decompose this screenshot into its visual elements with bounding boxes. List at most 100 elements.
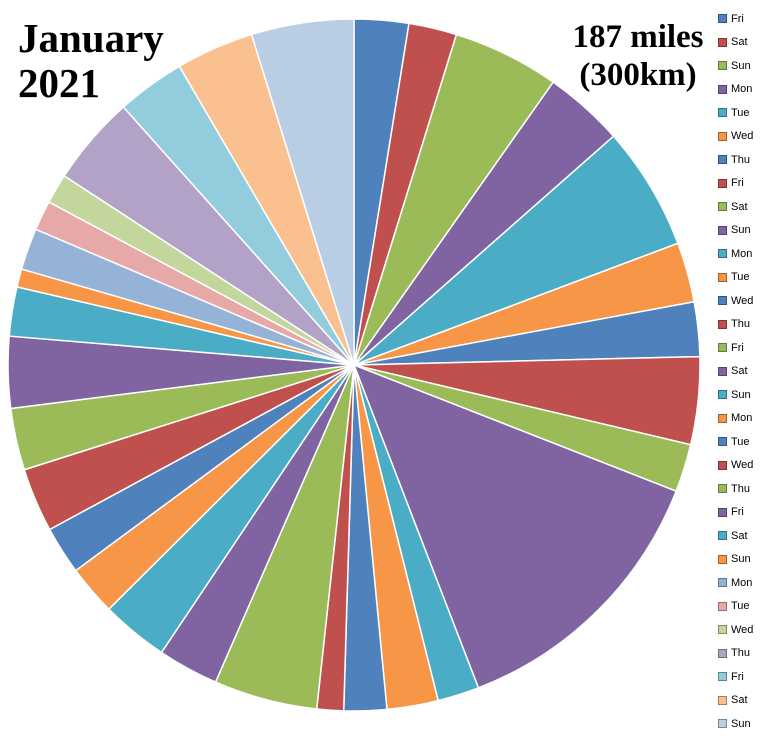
legend-item-24: Sun [718,548,753,572]
legend-swatch [718,272,727,282]
legend-label: Thu [731,318,750,331]
legend-item-27: Wed [718,618,753,642]
legend-swatch [718,108,727,118]
legend-swatch [718,131,727,141]
legend-swatch [718,366,727,376]
chart-title: January 2021 [18,16,164,106]
legend-item-5: Tue [718,101,753,125]
legend-label: Sat [731,365,748,378]
legend-label: Mon [731,576,753,589]
legend-swatch [718,296,727,306]
legend-item-16: Sat [718,360,753,384]
legend-label: Fri [731,506,744,519]
legend-label: Sun [731,717,751,730]
legend-item-10: Sun [718,219,753,243]
legend-label: Fri [731,670,744,683]
legend-swatch [718,225,727,235]
legend-label: Thu [731,647,750,660]
legend-swatch [718,390,727,400]
legend-item-21: Thu [718,477,753,501]
legend-label: Wed [731,623,754,636]
legend-item-9: Sat [718,195,753,219]
legend-item-4: Mon [718,78,753,102]
legend-label: Wed [731,130,754,143]
legend-swatch [718,61,727,71]
legend-item-22: Fri [718,501,753,525]
legend-item-13: Wed [718,289,753,313]
legend-item-18: Mon [718,407,753,431]
legend-item-15: Fri [718,336,753,360]
legend-label: Sat [731,200,748,213]
legend-item-25: Mon [718,571,753,595]
legend-label: Tue [731,435,750,448]
legend-label: Fri [731,12,744,25]
legend-item-23: Sat [718,524,753,548]
legend-item-7: Thu [718,148,753,172]
legend-swatch [718,37,727,47]
legend-label: Sun [731,388,751,401]
legend-swatch [718,249,727,259]
legend-label: Thu [731,153,750,166]
legend-item-29: Fri [718,665,753,689]
legend-swatch [718,672,727,682]
legend-item-28: Thu [718,642,753,666]
legend-label: Tue [731,106,750,119]
legend-label: Sun [731,59,751,72]
legend-swatch [718,460,727,470]
chart-title-line-year: 2021 [18,60,100,106]
chart-title-line-month: January [18,15,164,61]
legend-swatch [718,413,727,423]
legend-swatch [718,507,727,517]
legend-label: Sat [731,529,748,542]
chart-subtitle: 187 miles (300km) [568,18,708,94]
legend-swatch [718,343,727,353]
legend-label: Wed [731,294,754,307]
legend-label: Sat [731,36,748,49]
legend-swatch [718,531,727,541]
legend-swatch [718,155,727,165]
legend-swatch [718,578,727,588]
legend-label: Fri [731,177,744,190]
legend-swatch [718,202,727,212]
legend-item-14: Thu [718,313,753,337]
legend-swatch [718,178,727,188]
legend-item-2: Sat [718,31,753,55]
pie-slice-31-sun [250,18,355,366]
legend-label: Tue [731,600,750,613]
legend-item-17: Sun [718,383,753,407]
legend-item-11: Mon [718,242,753,266]
legend-swatch [718,554,727,564]
legend-label: Fri [731,341,744,354]
legend-label: Mon [731,247,753,260]
legend-item-12: Tue [718,266,753,290]
legend-item-19: Tue [718,430,753,454]
legend-item-20: Wed [718,454,753,478]
legend-item-1: Fri [718,7,753,31]
legend-item-8: Fri [718,172,753,196]
legend-swatch [718,484,727,494]
legend-item-26: Tue [718,595,753,619]
distance-miles: 187 miles [572,19,704,55]
legend-swatch [718,437,727,447]
legend-swatch [718,719,727,729]
legend-swatch [718,695,727,705]
legend-swatch [718,601,727,611]
legend-label: Mon [731,412,753,425]
legend-item-6: Wed [718,125,753,149]
legend-label: Sat [731,694,748,707]
legend-label: Tue [731,271,750,284]
pie-slice-5-tue [353,135,679,366]
legend-swatch [718,648,727,658]
legend-swatch [718,14,727,24]
legend-label: Thu [731,482,750,495]
pie-slices [7,18,701,712]
legend-label: Mon [731,83,753,96]
distance-km: (300km) [579,57,697,93]
legend-label: Sun [731,224,751,237]
chart-legend: Fri Sat Sun Mon Tue Wed Thu Fri Sat Sun Mon Tue Wed T… [718,7,753,736]
legend-swatch [718,625,727,635]
legend-swatch [718,319,727,329]
legend-item-3: Sun [718,54,753,78]
legend-label: Sun [731,553,751,566]
